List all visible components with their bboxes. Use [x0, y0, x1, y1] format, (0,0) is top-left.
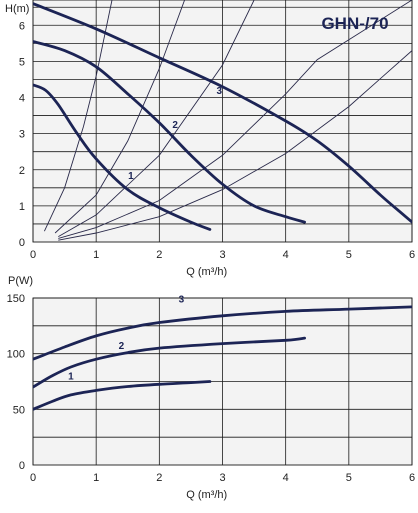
x-tick-label: 6	[409, 249, 415, 261]
x-tick-label: 1	[93, 472, 99, 484]
x-tick-label: 4	[283, 472, 289, 484]
system-curve	[58, 50, 412, 241]
y-tick-label: 0	[19, 237, 25, 249]
x-tick-label: 2	[156, 472, 162, 484]
pump-curve-2	[33, 336, 306, 389]
y-tick-label: 150	[7, 293, 25, 305]
curve-label-1: 1	[128, 171, 134, 182]
system-curve	[58, 0, 255, 237]
system-curve	[54, 0, 186, 234]
power-flow-chart: 0 1 2 3 4 5 6 0 50 100 150 P(W) Q (m³/h) 1 2 3	[7, 275, 415, 501]
x-tick-label: 5	[346, 472, 352, 484]
pump-curve-3	[33, 2, 412, 224]
x-axis-label: Q (m³/h)	[186, 489, 227, 501]
y-tick-label: 1	[19, 201, 25, 213]
x-tick-label: 0	[30, 472, 36, 484]
plot-lines	[33, 305, 412, 411]
curve-label-2: 2	[172, 120, 178, 131]
x-tick-label: 3	[219, 472, 225, 484]
y-axis-label: H(m)	[5, 3, 29, 15]
curve-label-3: 3	[179, 294, 185, 305]
chart-title: GHN-/70	[321, 14, 388, 33]
system-curve	[58, 0, 412, 239]
x-tick-label: 3	[219, 249, 225, 261]
y-tick-label: 5	[19, 56, 25, 68]
x-tick-label: 0	[30, 249, 36, 261]
y-tick-label: 3	[19, 129, 25, 141]
y-tick-label: 0	[19, 460, 25, 472]
y-tick-label: 2	[19, 165, 25, 177]
pump-curve-3	[33, 305, 412, 361]
system-curve	[43, 0, 113, 232]
pump-curve-1	[33, 380, 212, 411]
curve-label-2: 2	[119, 341, 125, 352]
x-axis-label: Q (m³/h)	[186, 266, 227, 278]
curve-label-3: 3	[217, 86, 223, 97]
pump-curve-1	[33, 83, 212, 231]
x-tick-label: 1	[93, 249, 99, 261]
x-tick-label: 2	[156, 249, 162, 261]
y-tick-label: 6	[19, 20, 25, 32]
x-tick-label: 5	[346, 249, 352, 261]
y-axis-label: P(W)	[8, 275, 33, 287]
x-tick-label: 6	[409, 472, 415, 484]
pump-curve-2	[33, 40, 306, 224]
x-tick-label: 4	[283, 249, 289, 261]
plot-lines	[33, 0, 412, 241]
curve-label-1: 1	[68, 371, 74, 382]
y-tick-label: 50	[13, 404, 25, 416]
y-tick-label: 100	[7, 349, 25, 361]
head-flow-chart: 0 1 2 3 4 5 6 0 1 2 3 4 5 6 H(m) Q (m³/h) 1 2 3 GHN-/70	[5, 0, 415, 278]
y-tick-label: 4	[19, 93, 25, 105]
